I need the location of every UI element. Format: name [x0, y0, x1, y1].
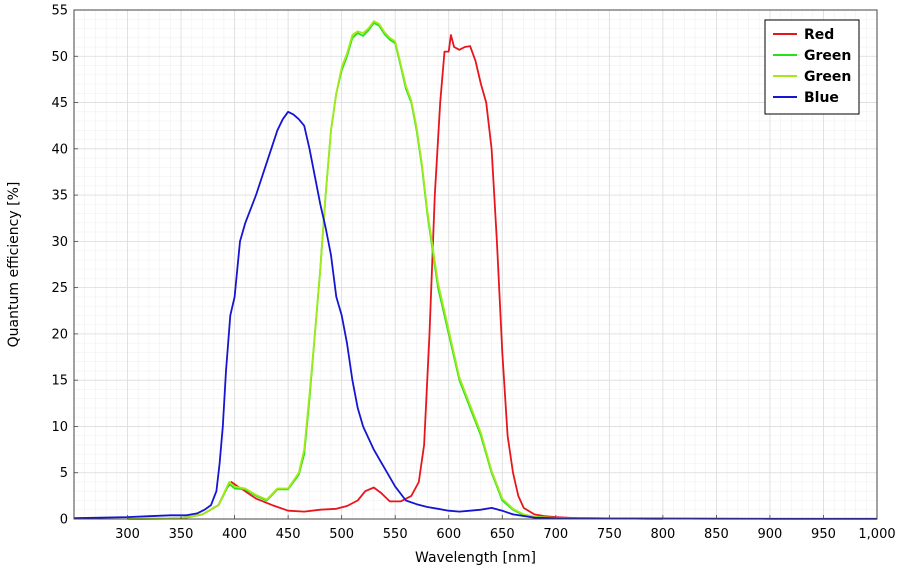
- x-tick-label: 800: [650, 527, 675, 542]
- x-tick-label: 550: [383, 527, 408, 542]
- y-tick-label: 5: [60, 466, 68, 481]
- y-tick-label: 10: [51, 420, 68, 435]
- x-tick-label: 950: [811, 527, 836, 542]
- y-tick-label: 50: [51, 50, 68, 65]
- y-tick-label: 30: [51, 235, 68, 250]
- y-tick-label: 20: [51, 327, 68, 342]
- legend-box: [764, 19, 860, 115]
- y-tick-label: 35: [51, 189, 68, 204]
- y-tick-label: 15: [51, 374, 68, 389]
- series-line-red: [127, 34, 663, 520]
- x-tick-label: 300: [115, 527, 140, 542]
- x-tick-label: 900: [758, 527, 783, 542]
- legend-entry: Blue: [804, 90, 839, 106]
- x-tick-label: 750: [597, 527, 622, 542]
- legend-entry: Green: [804, 69, 851, 85]
- y-axis-label: Quantum efficiency [%]: [6, 182, 22, 348]
- legend-entry: Red: [804, 27, 834, 43]
- x-tick-label: 700: [543, 527, 568, 542]
- x-tick-label: 500: [329, 527, 354, 542]
- legend-entry: Green: [804, 48, 851, 64]
- series-layer: [73, 20, 877, 520]
- x-axis-label: Wavelength [nm]: [415, 550, 536, 566]
- x-tick-label: 600: [436, 527, 461, 542]
- y-tick-label: 45: [51, 96, 68, 111]
- minor-grid: [73, 9, 878, 520]
- x-tick-label: 850: [704, 527, 729, 542]
- y-tick-label: 0: [60, 513, 68, 528]
- x-axis-ticks: 300 350 400 450 500 550 600 650 700 750 800 850 900 9…: [115, 515, 896, 542]
- series-line-green-2: [127, 20, 663, 520]
- y-tick-label: 40: [51, 142, 68, 157]
- y-axis-ticks: 0 5 10 15 20 25 30 35 40 45 50 55: [51, 4, 78, 528]
- x-tick-label: 350: [169, 527, 194, 542]
- x-tick-label: 400: [222, 527, 247, 542]
- legend: Red Green Green Blue: [764, 19, 860, 115]
- x-tick-label: 1,000: [858, 527, 895, 542]
- y-tick-label: 25: [51, 281, 68, 296]
- y-tick-label: 55: [51, 4, 68, 19]
- major-grid: [74, 9, 878, 520]
- plot-frame: [73, 9, 878, 520]
- x-tick-label: 650: [490, 527, 515, 542]
- x-tick-label: 450: [276, 527, 301, 542]
- series-line-blue: [73, 110, 877, 520]
